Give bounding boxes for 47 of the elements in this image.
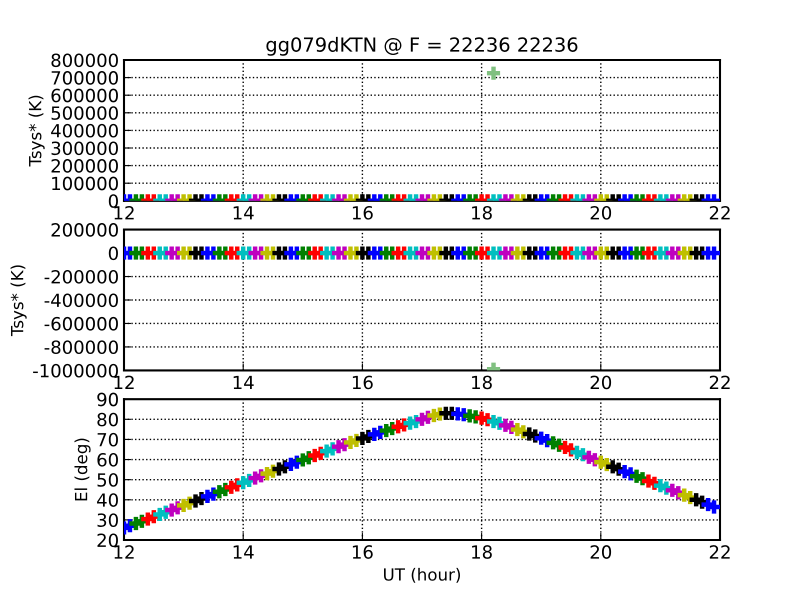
y-tick-label: 70 [98,432,118,447]
x-tick-label: 20 [590,376,612,390]
y-tick-label: 50 [98,473,118,487]
y-tick-label: 100000 [52,176,118,190]
y-tick-label: 200000 [52,223,118,237]
y-tick-label: -800000 [44,340,118,354]
x-tick-label: 18 [472,376,492,390]
x-tick-label: 12 [114,376,134,389]
x-tick-label: 22 [710,545,730,559]
x-tick-label: 18 [472,206,492,220]
y-tick-label: 30 [98,513,118,527]
y-tick-label: -400000 [44,293,118,308]
y-tick-label: -200000 [44,270,118,284]
x-tick-label: 16 [352,376,373,390]
y-tick-label: 400000 [51,124,118,138]
x-tick-label: 20 [590,206,612,220]
y-tick-label: 0 [108,194,118,208]
y-axis-title: Tsys* (K) [28,96,45,167]
y-tick-label: 90 [97,392,118,406]
x-axis-title: UT (hour) [384,568,460,583]
y-axis-title: Tsys* (K) [10,265,27,336]
y-tick-label: 60 [97,453,118,467]
y-tick-label: 600000 [51,88,118,102]
x-tick-label: 12 [114,545,134,559]
x-tick-label: 14 [234,545,254,559]
x-tick-label: 16 [352,206,373,220]
y-tick-label: -1000000 [33,364,118,378]
y-axis-title: El (deg) [74,438,91,500]
x-tick-label: 16 [352,545,373,559]
y-tick-label: 80 [97,412,118,426]
y-tick-label: 0 [108,246,118,260]
y-tick-label: 200000 [52,159,118,173]
x-tick-label: 14 [234,376,254,389]
y-tick-label: 500000 [52,106,118,120]
y-tick-label: -600000 [44,316,118,331]
x-tick-label: 20 [590,545,612,559]
y-tick-label: 300000 [52,141,118,156]
chart-title: gg079dKTN @ F = 22236 22236 [266,36,578,56]
y-tick-label: 700000 [52,71,118,85]
y-tick-label: 800000 [51,53,118,68]
y-tick-label: 40 [97,493,118,507]
x-tick-label: 12 [114,206,134,220]
x-tick-label: 18 [472,545,492,559]
y-tick-label: 20 [97,533,118,548]
x-tick-label: 22 [710,376,730,389]
x-tick-label: 14 [234,206,254,220]
x-tick-label: 22 [710,206,730,220]
